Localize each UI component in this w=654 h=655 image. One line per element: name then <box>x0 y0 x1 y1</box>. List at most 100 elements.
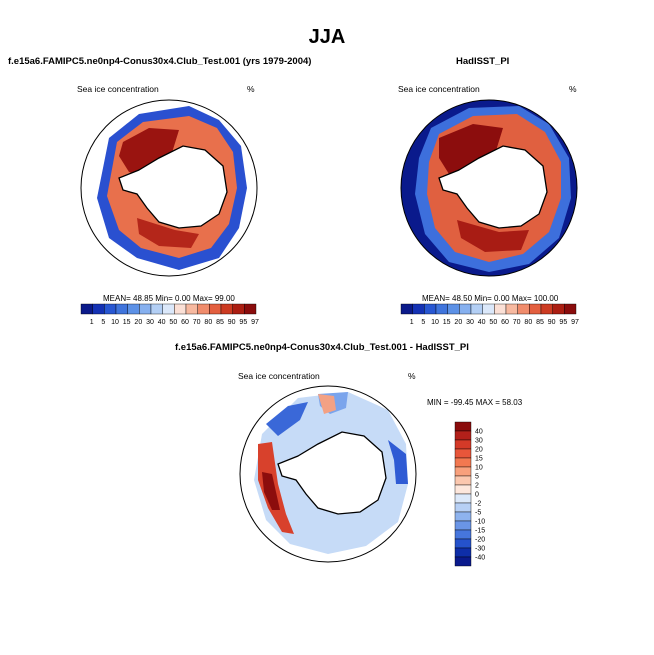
panel-3-colorbar-swatch <box>454 556 472 567</box>
panel-2-stats: MEAN= 48.50 Min= 0.00 Max= 100.00 <box>422 294 559 303</box>
panel-1-colorbar-tick-label: 60 <box>181 319 189 326</box>
panel-1-colorbar-swatch <box>80 303 93 315</box>
panel-3-colorbar-swatch <box>454 493 472 504</box>
panel-3-diff-red-patch <box>318 394 336 414</box>
panel-3-colorbar-swatch <box>454 484 472 495</box>
panel-3-colorbar-tick-label: -30 <box>475 546 485 553</box>
panel-1-map <box>80 99 258 277</box>
panel-2-colorbar-tick-label: 95 <box>559 319 567 326</box>
panel-2-colorbar-tick-label: 5 <box>421 319 425 326</box>
panel-3-colorbar-tick-label: 40 <box>475 429 483 436</box>
panel-1-colorbar-tick-label: 30 <box>146 319 154 326</box>
panel-3-colorbar-tick-label: -40 <box>475 555 485 562</box>
panel-2-colorbar-swatch <box>505 303 518 315</box>
panel-1-ice-core <box>119 128 179 178</box>
panel-2-colorbar-swatch <box>540 303 553 315</box>
panel-2-antarctica <box>438 145 548 229</box>
panel-3-variable-label: Sea ice concentration <box>238 371 320 381</box>
panel-1-ice-core-2 <box>137 218 199 248</box>
panel-1-variable-label: Sea ice concentration <box>77 84 159 94</box>
panel-2-units-label: % <box>569 84 577 94</box>
panel-3-colorbar-swatch <box>454 457 472 468</box>
panel-2-colorbar-swatch <box>470 303 483 315</box>
panel-1-colorbar-tick-label: 40 <box>158 319 166 326</box>
panel-2-colorbar-swatch <box>482 303 495 315</box>
panel-3-diff-blue-band <box>266 402 308 436</box>
panel-3-colorbar-tick-label: -15 <box>475 528 485 535</box>
panel-1-colorbar-tick-label: 95 <box>239 319 247 326</box>
panel-1-colorbar-swatch <box>185 303 198 315</box>
panel-3-colorbar-tick-label: 5 <box>475 474 479 481</box>
panel-1-colorbar-swatch <box>139 303 152 315</box>
panel-2-colorbar-swatch <box>552 303 565 315</box>
panel-2-colorbar-swatch <box>494 303 507 315</box>
panel-2-colorbar-tick-label: 97 <box>571 319 579 326</box>
panel-1-stats: MEAN= 48.85 Min= 0.00 Max= 99.00 <box>103 294 235 303</box>
panel-3-title: f.e15a6.FAMIPC5.ne0np4-Conus30x4.Club_Te… <box>175 342 469 353</box>
panel-2-map <box>400 99 578 277</box>
panel-3-colorbar-tick-label: -20 <box>475 537 485 544</box>
panel-2-colorbar-tick-label: 15 <box>443 319 451 326</box>
panel-2-colorbar-tick-label: 20 <box>454 319 462 326</box>
panel-1-colorbar-swatch <box>127 303 140 315</box>
panel-1-colorbar-swatch <box>92 303 105 315</box>
panel-1-colorbar-tick-label: 15 <box>123 319 131 326</box>
panel-3-colorbar-tick-label: 30 <box>475 438 483 445</box>
panel-2-colorbar-swatch <box>435 303 448 315</box>
panel-2-colorbar-tick-label: 60 <box>501 319 509 326</box>
panel-3-colorbar-swatch <box>454 466 472 477</box>
panel-1-colorbar-swatch <box>150 303 163 315</box>
panel-3-colorbar-swatch <box>454 421 472 432</box>
panel-1-colorbar-swatch <box>244 303 257 315</box>
panel-2-variable-label: Sea ice concentration <box>398 84 480 94</box>
panel-3-colorbar-swatch <box>454 439 472 450</box>
panel-2-colorbar-tick-label: 10 <box>431 319 439 326</box>
panel-3-colorbar-swatch <box>454 475 472 486</box>
panel-1-antarctica <box>118 145 228 229</box>
panel-2-colorbar-swatch <box>447 303 460 315</box>
panel-1-colorbar-tick-label: 85 <box>216 319 224 326</box>
panel-2-title: HadISST_PI <box>456 56 510 67</box>
panel-1-title: f.e15a6.FAMIPC5.ne0np4-Conus30x4.Club_Te… <box>8 56 312 67</box>
panel-1-colorbar-tick-label: 97 <box>251 319 259 326</box>
panel-3-diff-blue-band-2 <box>388 440 408 484</box>
panel-2-colorbar-swatch <box>564 303 577 315</box>
panel-2-colorbar-tick-label: 70 <box>513 319 521 326</box>
panel-1-colorbar: 1 5 10 15 20 30 40 50 60 70 80 85 90 95 97 <box>80 303 259 326</box>
panel-2-colorbar-swatch <box>529 303 542 315</box>
panel-1-colorbar-tick-label: 20 <box>134 319 142 326</box>
panel-1-colorbar-tick-label: 10 <box>111 319 119 326</box>
panel-3-units-label: % <box>408 371 416 381</box>
panel-2-colorbar-tick-label: 30 <box>466 319 474 326</box>
panel-2-colorbar-swatch <box>459 303 472 315</box>
panel-3-map <box>239 385 417 563</box>
panel-3-colorbar-tick-label: 15 <box>475 456 483 463</box>
panel-1-colorbar-tick-label: 90 <box>228 319 236 326</box>
panel-3-colorbar-tick-label: -10 <box>475 519 485 526</box>
panel-3-colorbar-tick-label: 20 <box>475 447 483 454</box>
panel-2-colorbar-tick-label: 50 <box>489 319 497 326</box>
panel-1-colorbar-swatch <box>220 303 233 315</box>
panel-3-colorbar-swatch <box>454 448 472 459</box>
panel-3-colorbar-tick-label: 10 <box>475 465 483 472</box>
panel-3-antarctica <box>277 431 387 515</box>
panel-1-colorbar-tick-label: 5 <box>101 319 105 326</box>
panel-1-colorbar-swatch <box>115 303 128 315</box>
panel-3-colorbar-swatch <box>454 547 472 558</box>
panel-3-colorbar-swatch <box>454 520 472 531</box>
panel-3-colorbar-swatch <box>454 430 472 441</box>
panel-3-colorbar-swatch <box>454 511 472 522</box>
panel-3-stats: MIN = -99.45 MAX = 58.03 <box>427 398 523 407</box>
panel-1-colorbar-tick-label: 80 <box>204 319 212 326</box>
panel-2-colorbar-swatch <box>412 303 425 315</box>
panel-1-colorbar-swatch <box>209 303 222 315</box>
panel-1-colorbar-swatch <box>104 303 117 315</box>
panel-1-colorbar-swatch <box>174 303 187 315</box>
panel-2-colorbar-tick-label: 80 <box>524 319 532 326</box>
panel-3-colorbar-tick-label: 2 <box>475 483 479 490</box>
panel-3-diff-red-core <box>262 472 280 510</box>
season-title: JJA <box>308 26 346 48</box>
panel-3-colorbar-tick-label: 0 <box>475 492 479 499</box>
panel-2-ice-core <box>439 124 503 178</box>
